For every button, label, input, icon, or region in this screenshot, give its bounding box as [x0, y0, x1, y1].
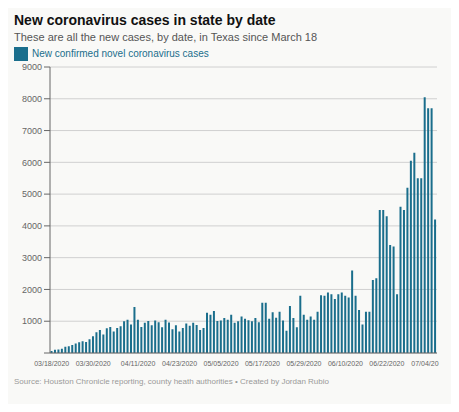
svg-text:06/10/2020: 06/10/2020	[328, 360, 363, 367]
svg-text:3000: 3000	[22, 253, 42, 263]
html-text:These are all the new cases, b: These are all the new cases, by date, in…	[14, 31, 318, 43]
svg-text:7000: 7000	[22, 126, 42, 136]
svg-text:05/05/2020: 05/05/2020	[204, 360, 239, 367]
svg-text:4000: 4000	[22, 221, 42, 231]
svg-text:07/04/20: 07/04/20	[411, 360, 438, 367]
svg-text:1000: 1000	[22, 316, 42, 326]
html-text:New coronavirus cases in state: New coronavirus cases in state by date	[14, 12, 276, 28]
svg-text:03/30/2020: 03/30/2020	[76, 360, 111, 367]
svg-text:2000: 2000	[22, 285, 42, 295]
svg-text:06/22/2020: 06/22/2020	[369, 360, 404, 367]
svg-text:04/23/2020: 04/23/2020	[162, 360, 197, 367]
svg-text:03/18/2020: 03/18/2020	[34, 360, 69, 367]
svg-text:9000: 9000	[22, 62, 42, 72]
svg-text:05/29/2020: 05/29/2020	[286, 360, 321, 367]
svg-text:5000: 5000	[22, 189, 42, 199]
svg-text:04/11/2020: 04/11/2020	[121, 360, 156, 367]
svg-text:6000: 6000	[22, 158, 42, 168]
svg-text:8000: 8000	[22, 94, 42, 104]
svg-text:05/17/2020: 05/17/2020	[245, 360, 280, 367]
html-text:Source: Houston Chronicle repo: Source: Houston Chronicle reporting, cou…	[14, 377, 329, 386]
html-text:New confirmed novel coronaviru: New confirmed novel coronavirus cases	[32, 47, 209, 59]
